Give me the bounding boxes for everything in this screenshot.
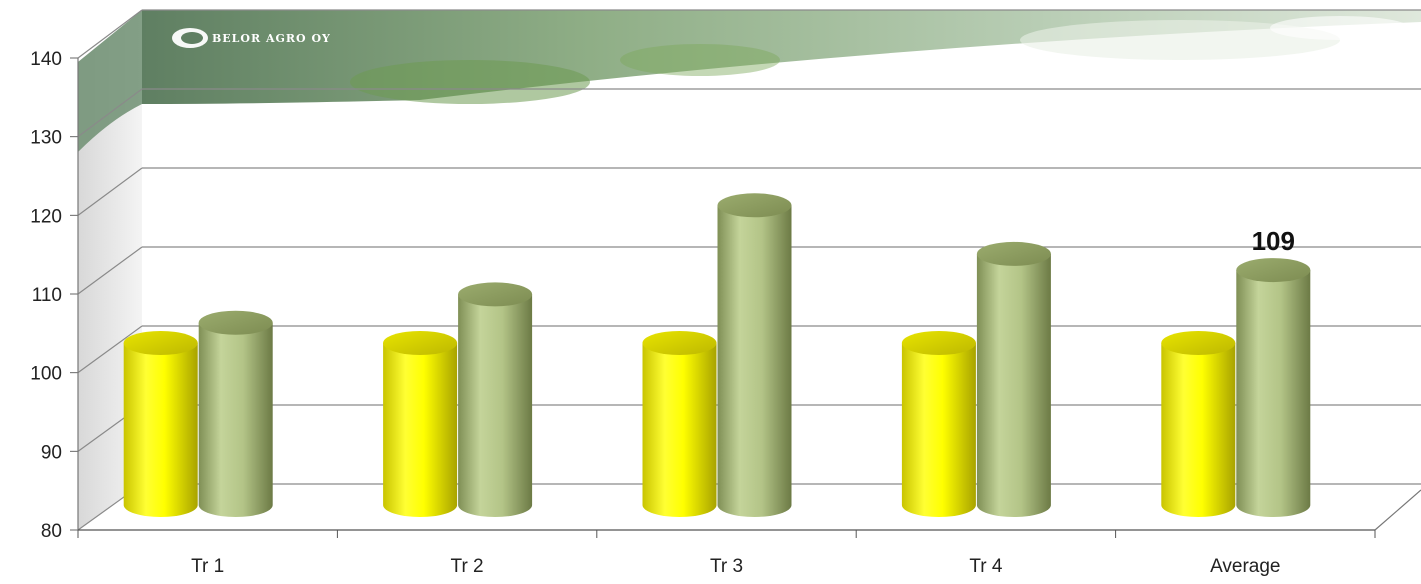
- bar-top: [976, 241, 1051, 266]
- bar-body: [1161, 343, 1236, 517]
- bar-body: [976, 253, 1051, 517]
- bar-body: [901, 343, 976, 517]
- brand-logo-text: BELOR AGRO OY: [212, 32, 331, 45]
- bar-tr-4-series-1: [901, 331, 976, 517]
- bar-body: [123, 343, 198, 517]
- bar-top: [383, 331, 458, 355]
- bar-top: [1236, 258, 1311, 283]
- bar-average-series-1: [1161, 331, 1236, 517]
- gridline-side-140: [77, 9, 143, 59]
- axes: [70, 57, 1421, 538]
- gridline-side-120: [77, 167, 143, 216]
- y-tick-label: 90: [41, 442, 62, 463]
- x-tick-label: Tr 4: [969, 556, 1003, 577]
- x-tick-label: Average: [1210, 556, 1280, 577]
- y-tick-label: 80: [41, 521, 62, 542]
- bar-average-series-2: [1236, 258, 1311, 517]
- bar-body: [717, 205, 792, 518]
- data-label: 109: [1252, 226, 1295, 256]
- bar-tr-2-series-2: [458, 282, 533, 517]
- brand-logo: BELOR AGRO OY: [172, 28, 331, 48]
- gridline-side-130: [77, 88, 143, 138]
- bar-top: [198, 310, 273, 335]
- bar-top: [717, 193, 792, 218]
- y-tick-label: 130: [30, 128, 62, 149]
- bar-body: [383, 343, 458, 517]
- floor-right-edge: [1374, 489, 1421, 531]
- bar-body: [642, 343, 717, 517]
- header-banner: [78, 10, 1421, 152]
- bar-tr-4-series-2: [976, 241, 1051, 517]
- bar-body: [1236, 270, 1311, 517]
- bar-tr-3-series-1: [642, 331, 717, 517]
- y-tick-label: 140: [30, 49, 62, 70]
- x-tick-label: Tr 2: [451, 556, 484, 577]
- bar-top: [901, 331, 976, 355]
- x-tick-label: Tr 3: [710, 556, 743, 577]
- bar-body: [198, 322, 273, 517]
- x-tick-label: Tr 1: [191, 556, 224, 577]
- bar-top: [642, 331, 717, 355]
- bar-tr-3-series-2: [717, 193, 792, 518]
- gridline-side-110: [77, 246, 143, 295]
- labels: 80 90 100 110 120 130 140 Tr 1 Tr 2 Tr 3 Tr 4 Avera…: [30, 49, 1295, 577]
- bar-top: [123, 331, 198, 355]
- bars: [123, 193, 1311, 518]
- y-tick-label: 110: [32, 285, 62, 306]
- bar-tr-1-series-2: [198, 310, 273, 517]
- bar-top: [458, 282, 533, 307]
- y-tick-label: 100: [30, 364, 62, 385]
- bar-top: [1161, 331, 1236, 355]
- bar-body: [458, 294, 533, 517]
- gridline-side-100: [77, 325, 143, 374]
- y-tick-label: 120: [30, 206, 62, 227]
- bar-tr-2-series-1: [383, 331, 458, 517]
- bar-tr-1-series-1: [123, 331, 198, 517]
